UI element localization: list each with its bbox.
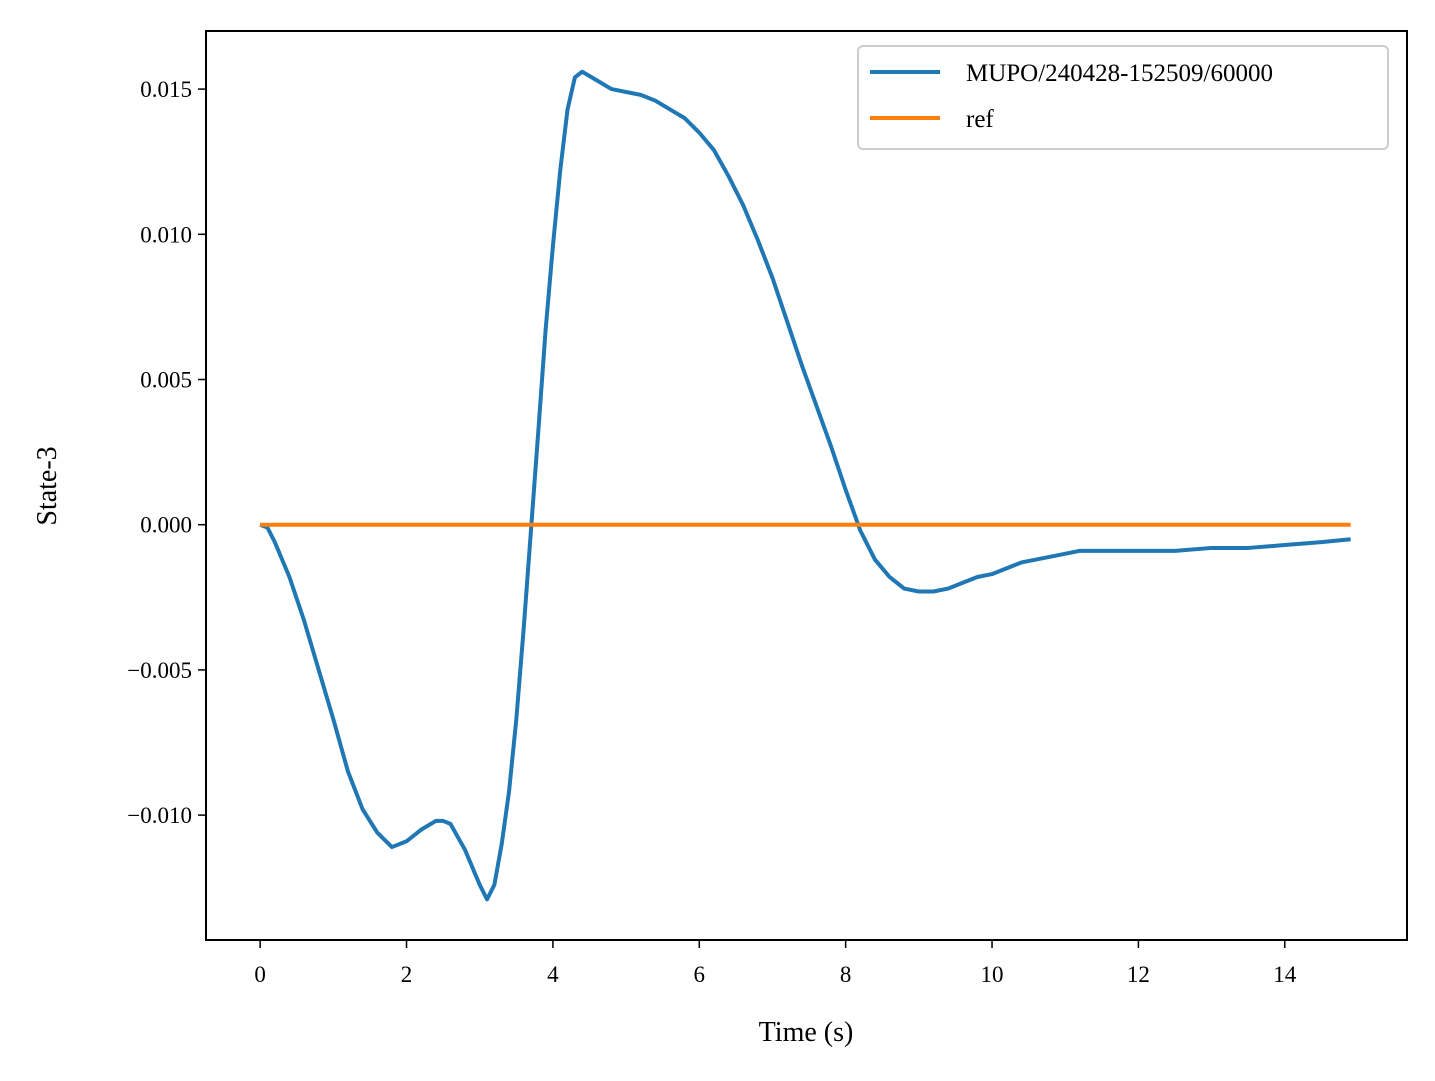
x-tick-label: 2: [401, 962, 413, 987]
y-axis-label: State-3: [32, 446, 63, 525]
x-tick-label: 14: [1273, 962, 1297, 987]
x-axis-label: Time (s): [759, 1017, 854, 1048]
x-tick-label: 12: [1127, 962, 1150, 987]
legend-label: MUPO/240428-152509/60000: [966, 60, 1273, 87]
y-tick-label: 0.010: [140, 222, 192, 247]
legend-label: ref: [966, 106, 994, 133]
plot-frame: [205, 30, 1408, 941]
legend-box: [857, 45, 1389, 150]
y-tick-label: 0.000: [140, 513, 192, 538]
x-tick-label: 10: [981, 962, 1004, 987]
y-tick-label: 0.005: [140, 367, 192, 392]
x-tick-label: 4: [547, 962, 559, 987]
x-tick-label: 6: [694, 962, 706, 987]
line-series: [259, 69, 1351, 902]
x-tick-label: 0: [254, 962, 266, 987]
y-tick-label: −0.005: [127, 658, 192, 683]
y-tick-label: 0.015: [140, 77, 192, 102]
x-tick-label: 8: [840, 962, 852, 987]
y-tick-label: −0.010: [127, 803, 192, 828]
